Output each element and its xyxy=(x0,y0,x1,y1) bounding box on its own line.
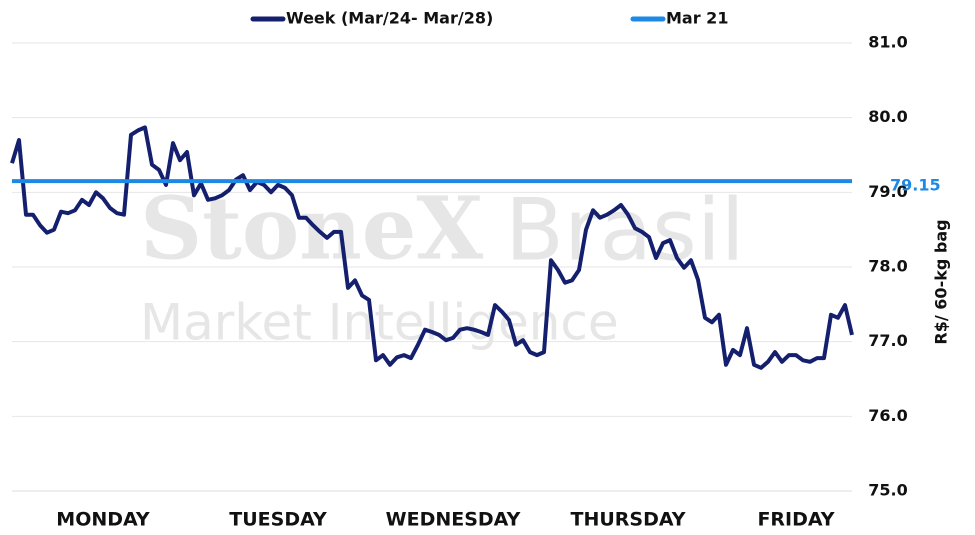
x-tick-label: FRIDAY xyxy=(757,509,834,531)
x-tick-label: TUESDAY xyxy=(229,509,327,531)
x-tick-label: THURSDAY xyxy=(570,509,685,531)
x-tick-label: WEDNESDAY xyxy=(386,509,521,531)
legend-label: Mar 21 xyxy=(666,9,728,28)
y-tick-label: 80.0 xyxy=(868,107,907,126)
y-tick-label: 76.0 xyxy=(868,406,907,425)
reference-label: 79.15 xyxy=(890,176,941,195)
x-tick-label: MONDAY xyxy=(56,509,150,531)
y-tick-label: 81.0 xyxy=(868,33,907,52)
y-tick-label: 79.0 xyxy=(868,182,907,201)
watermark: StoneX xyxy=(140,179,483,280)
y-tick-label: 75.0 xyxy=(868,481,907,500)
y-tick-label: 77.0 xyxy=(868,331,907,350)
line-series xyxy=(10,125,854,370)
y-tick-label: 78.0 xyxy=(868,257,907,276)
watermark: Brasil xyxy=(505,180,745,280)
y-axis-label: R$/ 60-kg bag xyxy=(932,219,951,344)
legend-label: Week (Mar/24- Mar/28) xyxy=(286,9,493,28)
